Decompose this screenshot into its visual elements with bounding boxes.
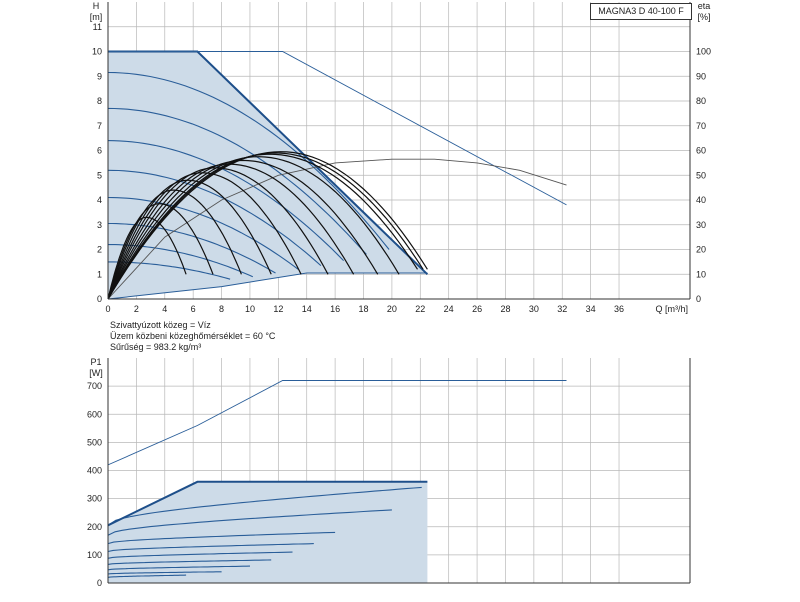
y-tick-label: 2 [97, 245, 102, 255]
y2-axis-title: eta [698, 1, 711, 11]
power-curve-speed-6 [107, 559, 272, 565]
power-y-tick-label: 200 [87, 522, 102, 532]
x-tick-label: 0 [105, 304, 110, 314]
fluid-temperature-label: Üzem közbeni közeghőmérséklet = 60 °C [110, 331, 276, 341]
power-curve-speed-4 [107, 543, 314, 553]
chart-title: MAGNA3 D 40-100 F [590, 3, 692, 20]
x-tick-label: 8 [219, 304, 224, 314]
power-curve-speed-7 [107, 565, 251, 571]
y-axis-title: H [93, 1, 100, 11]
efficiency-curve-1 [107, 151, 428, 300]
y-axis-unit: [m] [90, 12, 103, 22]
efficiency-curve-12 [107, 216, 187, 300]
x-axis-title: Q [m³/h] [655, 304, 688, 314]
power-y-tick-label: 700 [87, 381, 102, 391]
head-curve-speed-1 [107, 71, 390, 250]
efficiency-curve-6 [107, 163, 355, 300]
x-tick-label: 30 [529, 304, 539, 314]
x-tick-label: 28 [500, 304, 510, 314]
power-curve-speed-3 [107, 531, 336, 545]
y2-tick-label: 40 [696, 195, 706, 205]
y2-tick-label: 20 [696, 245, 706, 255]
y2-tick-label: 60 [696, 146, 706, 156]
fluid-density-label: Sűrűség = 983.2 kg/m³ [110, 342, 202, 352]
power-y-tick-label: 300 [87, 494, 102, 504]
power-curve-speed-8 [107, 571, 222, 575]
x-tick-label: 4 [162, 304, 167, 314]
y-tick-label: 0 [97, 294, 102, 304]
single-pump-power-curve [107, 380, 567, 466]
y2-tick-label: 80 [696, 96, 706, 106]
head-curve-speed-4 [107, 169, 322, 267]
y-tick-label: 1 [97, 269, 102, 279]
x-tick-label: 16 [330, 304, 340, 314]
power-y-axis-unit: [W] [89, 368, 103, 378]
y-tick-label: 10 [92, 47, 102, 57]
power-y-tick-label: 400 [87, 466, 102, 476]
power-y-axis-title: P1 [90, 357, 101, 367]
head-curve-speed-2 [107, 107, 367, 255]
fluid-medium-label: Szivattyúzott közeg = Víz [110, 320, 211, 330]
min-curve [107, 272, 428, 300]
power-y-tick-label: 100 [87, 550, 102, 560]
x-tick-label: 32 [557, 304, 567, 314]
x-tick-label: 26 [472, 304, 482, 314]
x-tick-label: 34 [586, 304, 596, 314]
y2-tick-label: 0 [696, 294, 701, 304]
power-y-tick-label: 0 [97, 578, 102, 588]
y-tick-label: 11 [93, 22, 102, 32]
single-pump-efficiency-curve [107, 158, 567, 300]
y2-tick-label: 100 [696, 47, 711, 57]
y2-tick-label: 90 [696, 71, 706, 81]
y2-axis-unit: [%] [697, 12, 710, 22]
x-tick-label: 10 [245, 304, 255, 314]
y2-tick-label: 30 [696, 220, 706, 230]
efficiency-curve-8 [107, 172, 302, 300]
x-tick-label: 36 [614, 304, 624, 314]
efficiency-curve-4 [107, 156, 400, 300]
x-tick-label: 18 [359, 304, 369, 314]
power-curve-speed-9 [107, 574, 187, 578]
efficiency-curve-11 [107, 203, 214, 300]
y-tick-label: 3 [97, 220, 102, 230]
head-curve-speed-5 [107, 196, 299, 270]
single-pump-head-curve [108, 51, 567, 206]
head-curve-speed-3 [107, 140, 344, 261]
efficiency-curve-7 [107, 167, 329, 300]
efficiency-curve-5 [107, 159, 379, 300]
power-curve-speed-1 [107, 486, 422, 526]
power-y-tick-label: 600 [87, 409, 102, 419]
x-tick-label: 2 [134, 304, 139, 314]
efficiency-curve-10 [107, 189, 242, 300]
x-tick-label: 22 [415, 304, 425, 314]
y-tick-label: 5 [97, 170, 102, 180]
y-tick-label: 6 [97, 146, 102, 156]
y2-tick-label: 50 [696, 170, 706, 180]
y-tick-label: 4 [97, 195, 102, 205]
y2-tick-label: 10 [696, 269, 706, 279]
x-tick-label: 12 [273, 304, 283, 314]
x-tick-label: 14 [302, 304, 312, 314]
x-tick-label: 6 [191, 304, 196, 314]
y-tick-label: 9 [97, 71, 102, 81]
y2-tick-label: 70 [696, 121, 706, 131]
power-y-tick-label: 500 [87, 437, 102, 447]
y-tick-label: 8 [97, 96, 102, 106]
efficiency-curve-9 [107, 179, 272, 300]
efficiency-curve-2 [107, 152, 424, 300]
power-curve-speed-5 [107, 551, 293, 559]
x-tick-label: 24 [444, 304, 454, 314]
power-curve-speed-2 [107, 509, 392, 536]
y-tick-label: 7 [97, 121, 102, 131]
max-power-curve [107, 480, 428, 527]
efficiency-curve-3 [107, 153, 419, 300]
x-tick-label: 20 [387, 304, 397, 314]
power-operating-area [108, 481, 428, 583]
